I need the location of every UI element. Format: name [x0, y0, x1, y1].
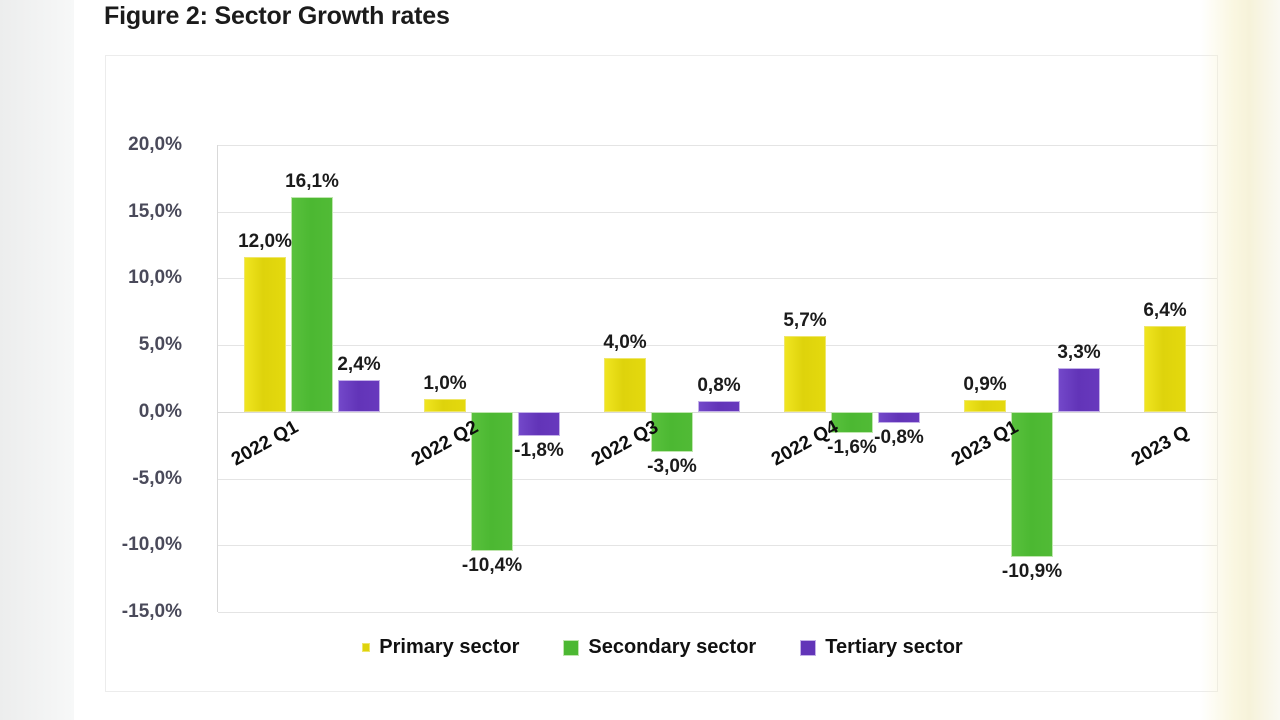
data-label: 6,4% [1143, 300, 1187, 322]
gridline [218, 278, 1217, 280]
legend-swatch-primary [362, 643, 371, 652]
y-tick-label: 20,0% [128, 134, 182, 155]
bar-secondary [1011, 411, 1053, 558]
bar-primary [964, 399, 1006, 412]
gridline [218, 145, 1217, 146]
gridline [218, 411, 1217, 413]
data-label: 0,9% [963, 373, 1007, 395]
y-axis-line [217, 145, 218, 612]
data-label: 16,1% [285, 171, 339, 193]
bar-secondary [471, 411, 513, 551]
data-label: 2,4% [337, 353, 381, 375]
data-label: -1,8% [514, 439, 564, 461]
chart-legend: Primary sector Secondary sector Tertiary s… [106, 636, 1217, 659]
bar-tertiary [1058, 367, 1100, 412]
data-label: -10,9% [1001, 561, 1063, 583]
data-label: 12,0% [238, 231, 292, 253]
plot-area: 20,0% 15,0% 10,0% 5,0% 0,0% -5,0% -10,0% -15,0%… [122, 134, 1217, 622]
x-tick-label: 2023 Q [1128, 421, 1193, 471]
legend-item[interactable]: Primary sector [362, 636, 519, 659]
legend-label: Primary sector [379, 636, 520, 658]
bar-primary [604, 358, 646, 412]
data-label: 0,8% [697, 375, 741, 397]
legend-swatch-secondary [563, 639, 580, 656]
legend-swatch-tertiary [800, 639, 817, 656]
legend-label: Tertiary sector [825, 636, 963, 658]
data-label: 4,0% [603, 332, 647, 354]
chart-container: 20,0% 15,0% 10,0% 5,0% 0,0% -5,0% -10,0% -15,0%… [105, 55, 1218, 692]
data-label: 5,7% [783, 309, 827, 331]
data-label: 1,0% [423, 372, 467, 394]
gridline [218, 211, 1217, 213]
y-tick-label: -15,0% [121, 601, 182, 622]
bar-tertiary [878, 411, 920, 423]
bar-tertiary [698, 401, 740, 412]
data-label: -0,8% [874, 426, 924, 448]
gridline [218, 478, 1217, 480]
bar-tertiary [518, 411, 560, 436]
legend-item[interactable]: Tertiary sector [800, 636, 963, 659]
gridline [218, 545, 1217, 547]
x-tick-label: 2022 Q1 [228, 416, 302, 471]
y-tick-label: 15,0% [128, 200, 182, 222]
bar-primary [784, 335, 826, 412]
page-title: Figure 2: Sector Growth rates [104, 2, 450, 30]
gridline [218, 612, 1217, 613]
legend-label: Secondary sector [588, 636, 757, 658]
bar-secondary [651, 411, 693, 452]
gridline [218, 345, 1217, 347]
legend-item[interactable]: Secondary sector [563, 636, 756, 659]
y-tick-label: 0,0% [138, 400, 182, 422]
bar-primary [1144, 326, 1186, 412]
data-label: -3,0% [647, 455, 697, 477]
bar-secondary [831, 411, 873, 434]
y-tick-label: 10,0% [128, 267, 182, 289]
y-tick-label: -10,0% [121, 534, 182, 556]
left-edge-gradient [0, 0, 74, 720]
data-label: -1,6% [827, 437, 877, 459]
bar-tertiary [338, 379, 380, 412]
bar-secondary [291, 197, 333, 412]
bar-primary [244, 257, 286, 412]
y-tick-label: -5,0% [132, 467, 182, 489]
bar-primary [424, 398, 466, 412]
y-tick-label: 5,0% [138, 334, 182, 356]
data-label: 3,3% [1057, 341, 1101, 363]
data-label: -10,4% [461, 554, 523, 576]
